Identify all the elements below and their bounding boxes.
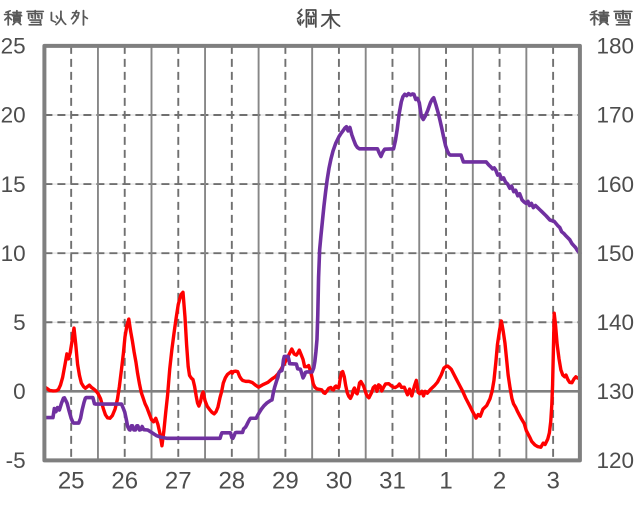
svg-text:150: 150: [597, 241, 635, 266]
svg-text:120: 120: [597, 448, 635, 473]
svg-text:0: 0: [13, 379, 26, 404]
svg-text:170: 170: [597, 103, 635, 128]
svg-text:15: 15: [1, 172, 26, 197]
svg-text:140: 140: [597, 310, 635, 335]
svg-text:5: 5: [13, 310, 26, 335]
svg-text:31: 31: [379, 468, 406, 495]
svg-text:1: 1: [439, 468, 452, 495]
svg-text:130: 130: [597, 379, 635, 404]
svg-text:20: 20: [1, 103, 26, 128]
svg-text:10: 10: [1, 241, 26, 266]
svg-text:3: 3: [546, 468, 559, 495]
svg-text:-5: -5: [6, 448, 26, 473]
svg-text:25: 25: [1, 34, 26, 59]
svg-text:2: 2: [493, 468, 506, 495]
svg-text:27: 27: [165, 468, 192, 495]
svg-text:160: 160: [597, 172, 635, 197]
svg-text:26: 26: [111, 468, 138, 495]
svg-text:30: 30: [326, 468, 353, 495]
svg-text:25: 25: [58, 468, 85, 495]
svg-text:180: 180: [597, 34, 635, 59]
svg-text:28: 28: [218, 468, 245, 495]
svg-text:29: 29: [272, 468, 299, 495]
